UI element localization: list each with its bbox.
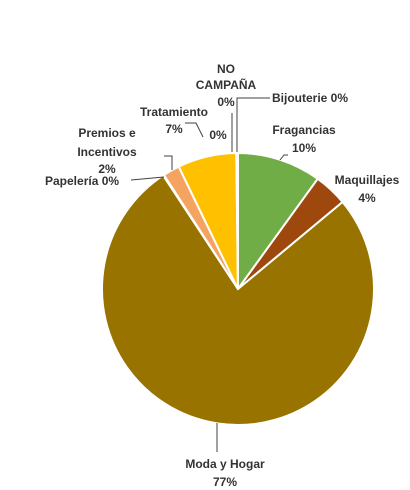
label-no-campana-line1: NO [217,62,235,76]
label-maquillajes-value: 4% [358,191,376,205]
label-tratamiento-value: 7% [165,122,183,136]
label-bijouterie: Bijouterie 0% [272,91,348,105]
pie-slice-bijouterie [236,151,239,290]
leader-lines [130,97,288,452]
label-tratamiento-name: Tratamiento [140,105,208,119]
leader-premios [164,155,173,170]
leader-bijouterie [236,97,270,152]
label-premios-line1: Premios e [78,126,136,140]
label-moda-name: Moda y Hogar [185,457,265,471]
data-labels: NO CAMPAÑA 0% Bijouterie 0% Tratamiento … [45,62,400,489]
pie-slices [100,151,375,426]
label-premios-value: 2% [98,162,116,176]
leader-papeleria [130,176,165,181]
label-premios-line2: Incentivos [77,145,137,159]
pie-slice-moda-y-hogar [100,174,375,426]
label-moda-value: 77% [213,475,237,489]
label-papeleria: Papelería 0% [45,174,119,188]
label-no-campana-value: 0% [217,95,235,109]
leader-fragancias [279,154,288,161]
label-fragancias-value: 10% [292,141,316,155]
label-maquillajes-name: Maquillajes [335,173,400,187]
label-no-campana-line2: CAMPAÑA [196,77,257,92]
leader-tratamiento [185,122,204,138]
label-extra-zero: 0% [209,128,227,142]
label-fragancias-name: Fragancias [272,123,336,137]
